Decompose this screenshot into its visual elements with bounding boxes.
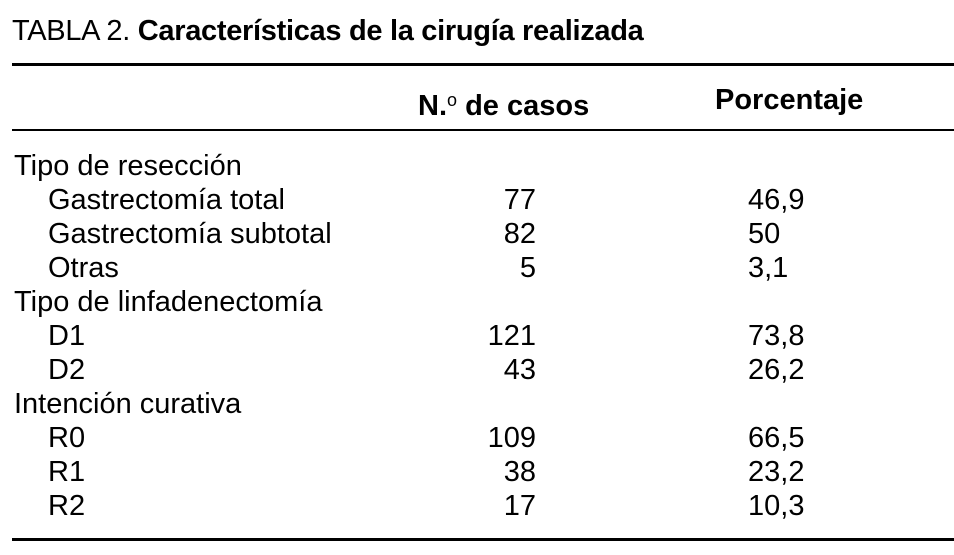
table-caption-label: TABLA 2. (12, 15, 130, 47)
table-group-row: Tipo de linfadenectomía (0, 285, 954, 319)
column-header-percentage: Porcentaje (715, 84, 864, 116)
row-label: Gastrectomía subtotal (48, 218, 332, 250)
percentage-cell: 3,1 (748, 252, 789, 284)
cases-cell: 77 (503, 184, 536, 216)
percentage-cell: 46,9 (748, 184, 805, 216)
table-row: D1 121 73,8 (0, 319, 954, 353)
table-row: Otras 5 3,1 (0, 251, 954, 285)
percentage-cell: 10,3 (748, 490, 805, 522)
top-rule (12, 63, 954, 66)
row-label: R2 (48, 490, 86, 522)
table-row: R0 109 66,5 (0, 421, 954, 455)
column-header-cases-superscript: o (447, 90, 458, 110)
table-group-row: Tipo de resección (0, 149, 954, 183)
cases-cell: 109 (487, 422, 536, 454)
column-header-cases: N.o de casos (418, 81, 589, 125)
percentage-cell: 66,5 (748, 422, 805, 454)
cases-cell: 17 (503, 490, 536, 522)
group-label: Intención curativa (14, 388, 242, 420)
table-group-row: Intención curativa (0, 387, 954, 421)
group-label: Tipo de resección (14, 150, 242, 182)
table-row: Gastrectomía total 77 46,9 (0, 183, 954, 217)
percentage-cell: 26,2 (748, 354, 805, 386)
table-caption: TABLA 2. Características de la cirugía r… (12, 12, 644, 50)
percentage-cell: 23,2 (748, 456, 805, 488)
percentage-cell: 73,8 (748, 320, 805, 352)
cases-cell: 82 (503, 218, 536, 250)
table-row: Gastrectomía subtotal 82 50 (0, 217, 954, 251)
cases-cell: 121 (487, 320, 536, 352)
cases-cell: 5 (519, 252, 536, 284)
group-label: Tipo de linfadenectomía (14, 286, 323, 318)
row-label: D2 (48, 354, 86, 386)
header-rule (12, 129, 954, 131)
row-label: Gastrectomía total (48, 184, 285, 216)
row-label: Otras (48, 252, 119, 284)
table-row: D2 43 26,2 (0, 353, 954, 387)
table-caption-title: Características de la cirugía realizada (137, 15, 644, 47)
cases-cell: 38 (503, 456, 536, 488)
table-row: R1 38 23,2 (0, 455, 954, 489)
bottom-rule (12, 538, 954, 541)
row-label: R0 (48, 422, 86, 454)
percentage-cell: 50 (748, 218, 781, 250)
cases-cell: 43 (503, 354, 536, 386)
column-header-cases-suffix: de casos (457, 90, 590, 122)
table-row: R2 17 10,3 (0, 489, 954, 523)
row-label: R1 (48, 456, 86, 488)
row-label: D1 (48, 320, 86, 352)
column-header-cases-prefix: N. (418, 90, 447, 122)
